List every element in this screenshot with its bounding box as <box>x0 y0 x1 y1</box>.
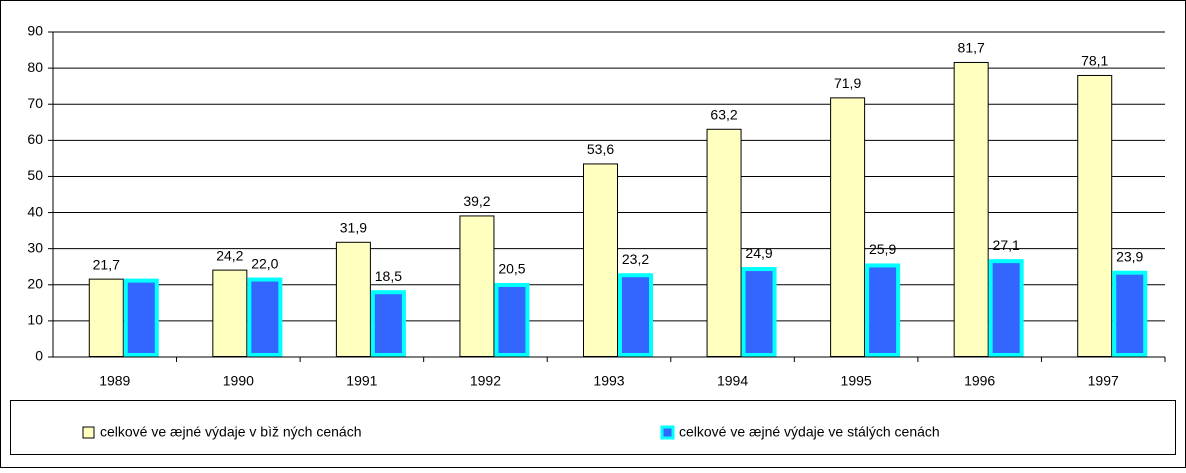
bar <box>370 290 406 358</box>
value-label: 39,2 <box>463 193 490 209</box>
legend-swatch <box>660 425 675 440</box>
x-tick-label: 1993 <box>593 373 624 389</box>
x-tick-label: 1990 <box>223 373 254 389</box>
value-label: 27,1 <box>993 237 1020 253</box>
bar <box>865 263 901 358</box>
x-tick-label: 1995 <box>841 373 872 389</box>
bar <box>335 241 371 357</box>
value-label: 23,2 <box>622 251 649 267</box>
y-tick-label: 20 <box>27 275 43 291</box>
y-tick-label: 70 <box>27 95 43 111</box>
value-label: 24,2 <box>216 247 243 263</box>
value-label: 53,6 <box>587 141 614 157</box>
bar <box>247 277 283 357</box>
x-tick-label: 1992 <box>470 373 501 389</box>
value-label: 20,5 <box>498 261 525 277</box>
value-label: 78,1 <box>1081 53 1108 69</box>
value-label: 71,9 <box>834 75 861 91</box>
x-tick-label: 1991 <box>346 373 377 389</box>
bar <box>1077 74 1113 357</box>
y-tick-label: 40 <box>27 203 43 219</box>
x-tick-label: 1989 <box>99 373 130 389</box>
y-tick-label: 10 <box>27 312 43 328</box>
bar <box>123 278 159 357</box>
value-label: 24,9 <box>745 245 772 261</box>
value-label: 31,9 <box>340 220 367 236</box>
value-label: 21,7 <box>93 256 120 272</box>
x-tick-label: 1997 <box>1088 373 1119 389</box>
y-tick-label: 30 <box>27 239 43 255</box>
bar <box>494 282 530 358</box>
bar <box>953 61 989 357</box>
bar <box>1112 270 1148 358</box>
bar <box>830 97 866 357</box>
y-tick-label: 90 <box>27 23 43 39</box>
x-tick-label: 1994 <box>717 373 748 389</box>
y-tick-label: 50 <box>27 167 43 183</box>
value-label: 23,9 <box>1116 248 1143 264</box>
value-label: 63,2 <box>710 106 737 122</box>
value-label: 18,5 <box>375 268 402 284</box>
y-tick-label: 60 <box>27 131 43 147</box>
bar <box>583 163 618 357</box>
bar <box>88 278 124 357</box>
bar <box>988 259 1024 357</box>
bar <box>618 273 653 358</box>
legend-label: celkové ve æjné výdaje ve stálých cenách <box>679 424 940 440</box>
x-tick-label: 1996 <box>964 373 995 389</box>
bar <box>741 267 777 358</box>
legend-frame <box>10 400 1176 455</box>
value-label: 25,9 <box>869 241 896 257</box>
value-label: 22,0 <box>251 255 278 271</box>
bar <box>706 128 742 357</box>
legend-label: celkové ve æjné výdaje v bìž ných cenách <box>100 424 361 440</box>
y-tick-label: 0 <box>35 348 43 364</box>
legend-swatch <box>82 426 95 439</box>
bar <box>212 269 248 357</box>
value-label: 81,7 <box>958 40 985 56</box>
bar <box>459 215 495 357</box>
y-tick-label: 80 <box>27 59 43 75</box>
